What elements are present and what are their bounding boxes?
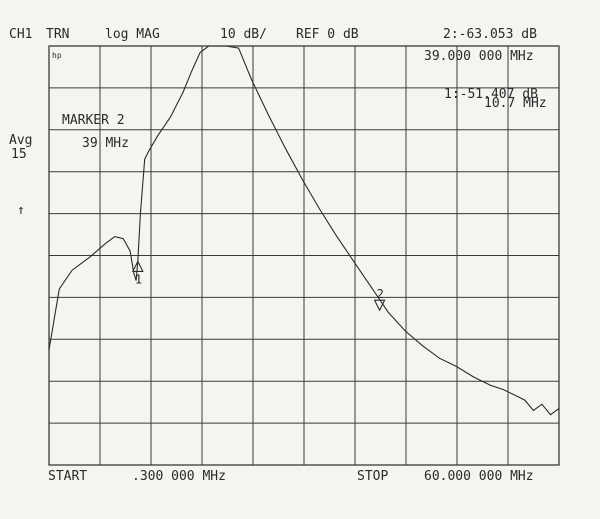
marker-1-label: 1 — [135, 272, 142, 286]
marker-2-symbol — [373, 299, 386, 312]
active-marker-frequency: 39 MHz — [82, 136, 129, 151]
reference-position-arrow-icon: ↑ — [17, 203, 25, 218]
start-frequency: .300 000 MHz — [132, 469, 226, 484]
graticule — [48, 45, 560, 466]
marker-1-frequency: 10.7 MHz — [484, 96, 547, 111]
active-marker-title: MARKER 2 — [62, 113, 125, 128]
marker-2-label: 2 — [377, 287, 384, 301]
marker-readout: 2:-63.053 dB — [443, 27, 537, 42]
averaging-count: 15 — [11, 147, 27, 162]
averaging-label: Avg — [9, 133, 33, 148]
trace-line — [48, 45, 560, 416]
stop-frequency: 60.000 000 MHz — [424, 469, 534, 484]
reference-label: REF 0 dB — [296, 27, 359, 42]
marker-1-symbol — [131, 260, 144, 272]
marker-1-readout: 1:-51.407 dB — [444, 87, 538, 102]
marker-frequency-readout: 39.000 000 MHz — [424, 49, 534, 64]
channel-label: CH1 — [9, 27, 33, 42]
hp-logo: hp — [52, 51, 62, 60]
stop-label: STOP — [357, 469, 389, 484]
format-label: log MAG — [105, 27, 160, 42]
start-label: START — [48, 469, 88, 484]
mode-label: TRN — [46, 27, 70, 42]
markers-layer: 12 — [131, 260, 386, 312]
scale-label: 10 dB/ — [220, 27, 267, 42]
